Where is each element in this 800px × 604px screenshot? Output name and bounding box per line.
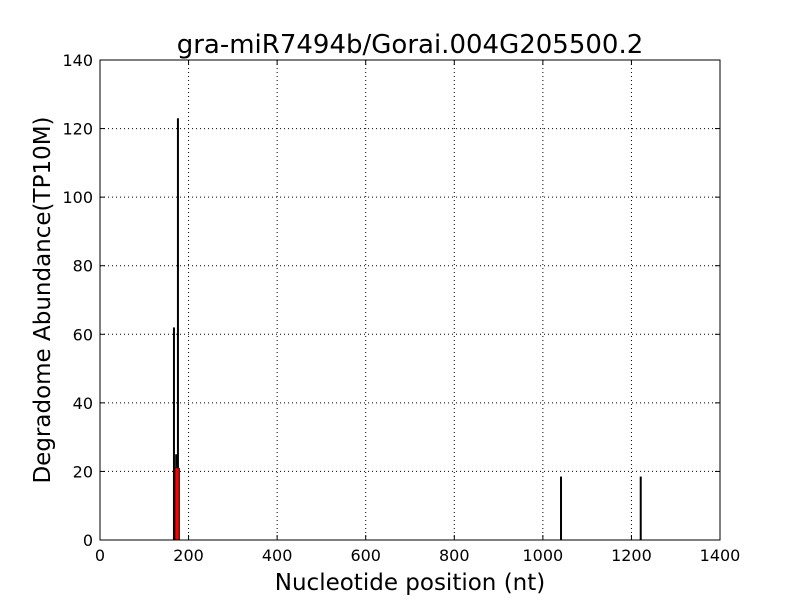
chart-title: gra-miR7494b/Gorai.004G205500.2 [177, 30, 644, 60]
x-axis-label: Nucleotide position (nt) [275, 570, 545, 596]
x-tick-label: 1000 [522, 546, 563, 565]
bar-0-5 [639, 476, 642, 540]
y-tick-label: 60 [73, 325, 93, 344]
bar-1-0 [174, 467, 180, 541]
bar-0-0 [172, 327, 175, 540]
y-tick-label: 120 [62, 120, 93, 139]
y-tick-label: 80 [73, 257, 93, 276]
y-tick-label: 0 [83, 531, 93, 550]
y-axis-label: Degradome Abundance(TP10M) [30, 116, 56, 483]
x-tick-label: 1400 [700, 546, 741, 565]
x-tick-label: 400 [262, 546, 293, 565]
plot-frame [99, 59, 721, 541]
y-tick-label: 40 [73, 394, 93, 413]
x-tick-label: 600 [350, 546, 381, 565]
x-tick-label: 0 [95, 546, 105, 565]
y-tick-label: 100 [62, 188, 93, 207]
bar-0-2 [176, 118, 179, 541]
x-tick-label: 800 [439, 546, 470, 565]
y-tick-label: 140 [62, 51, 93, 70]
x-tick-label: 1200 [611, 546, 652, 565]
x-tick-label: 200 [173, 546, 204, 565]
y-tick-label: 20 [73, 462, 93, 481]
bar-0-4 [560, 476, 563, 540]
